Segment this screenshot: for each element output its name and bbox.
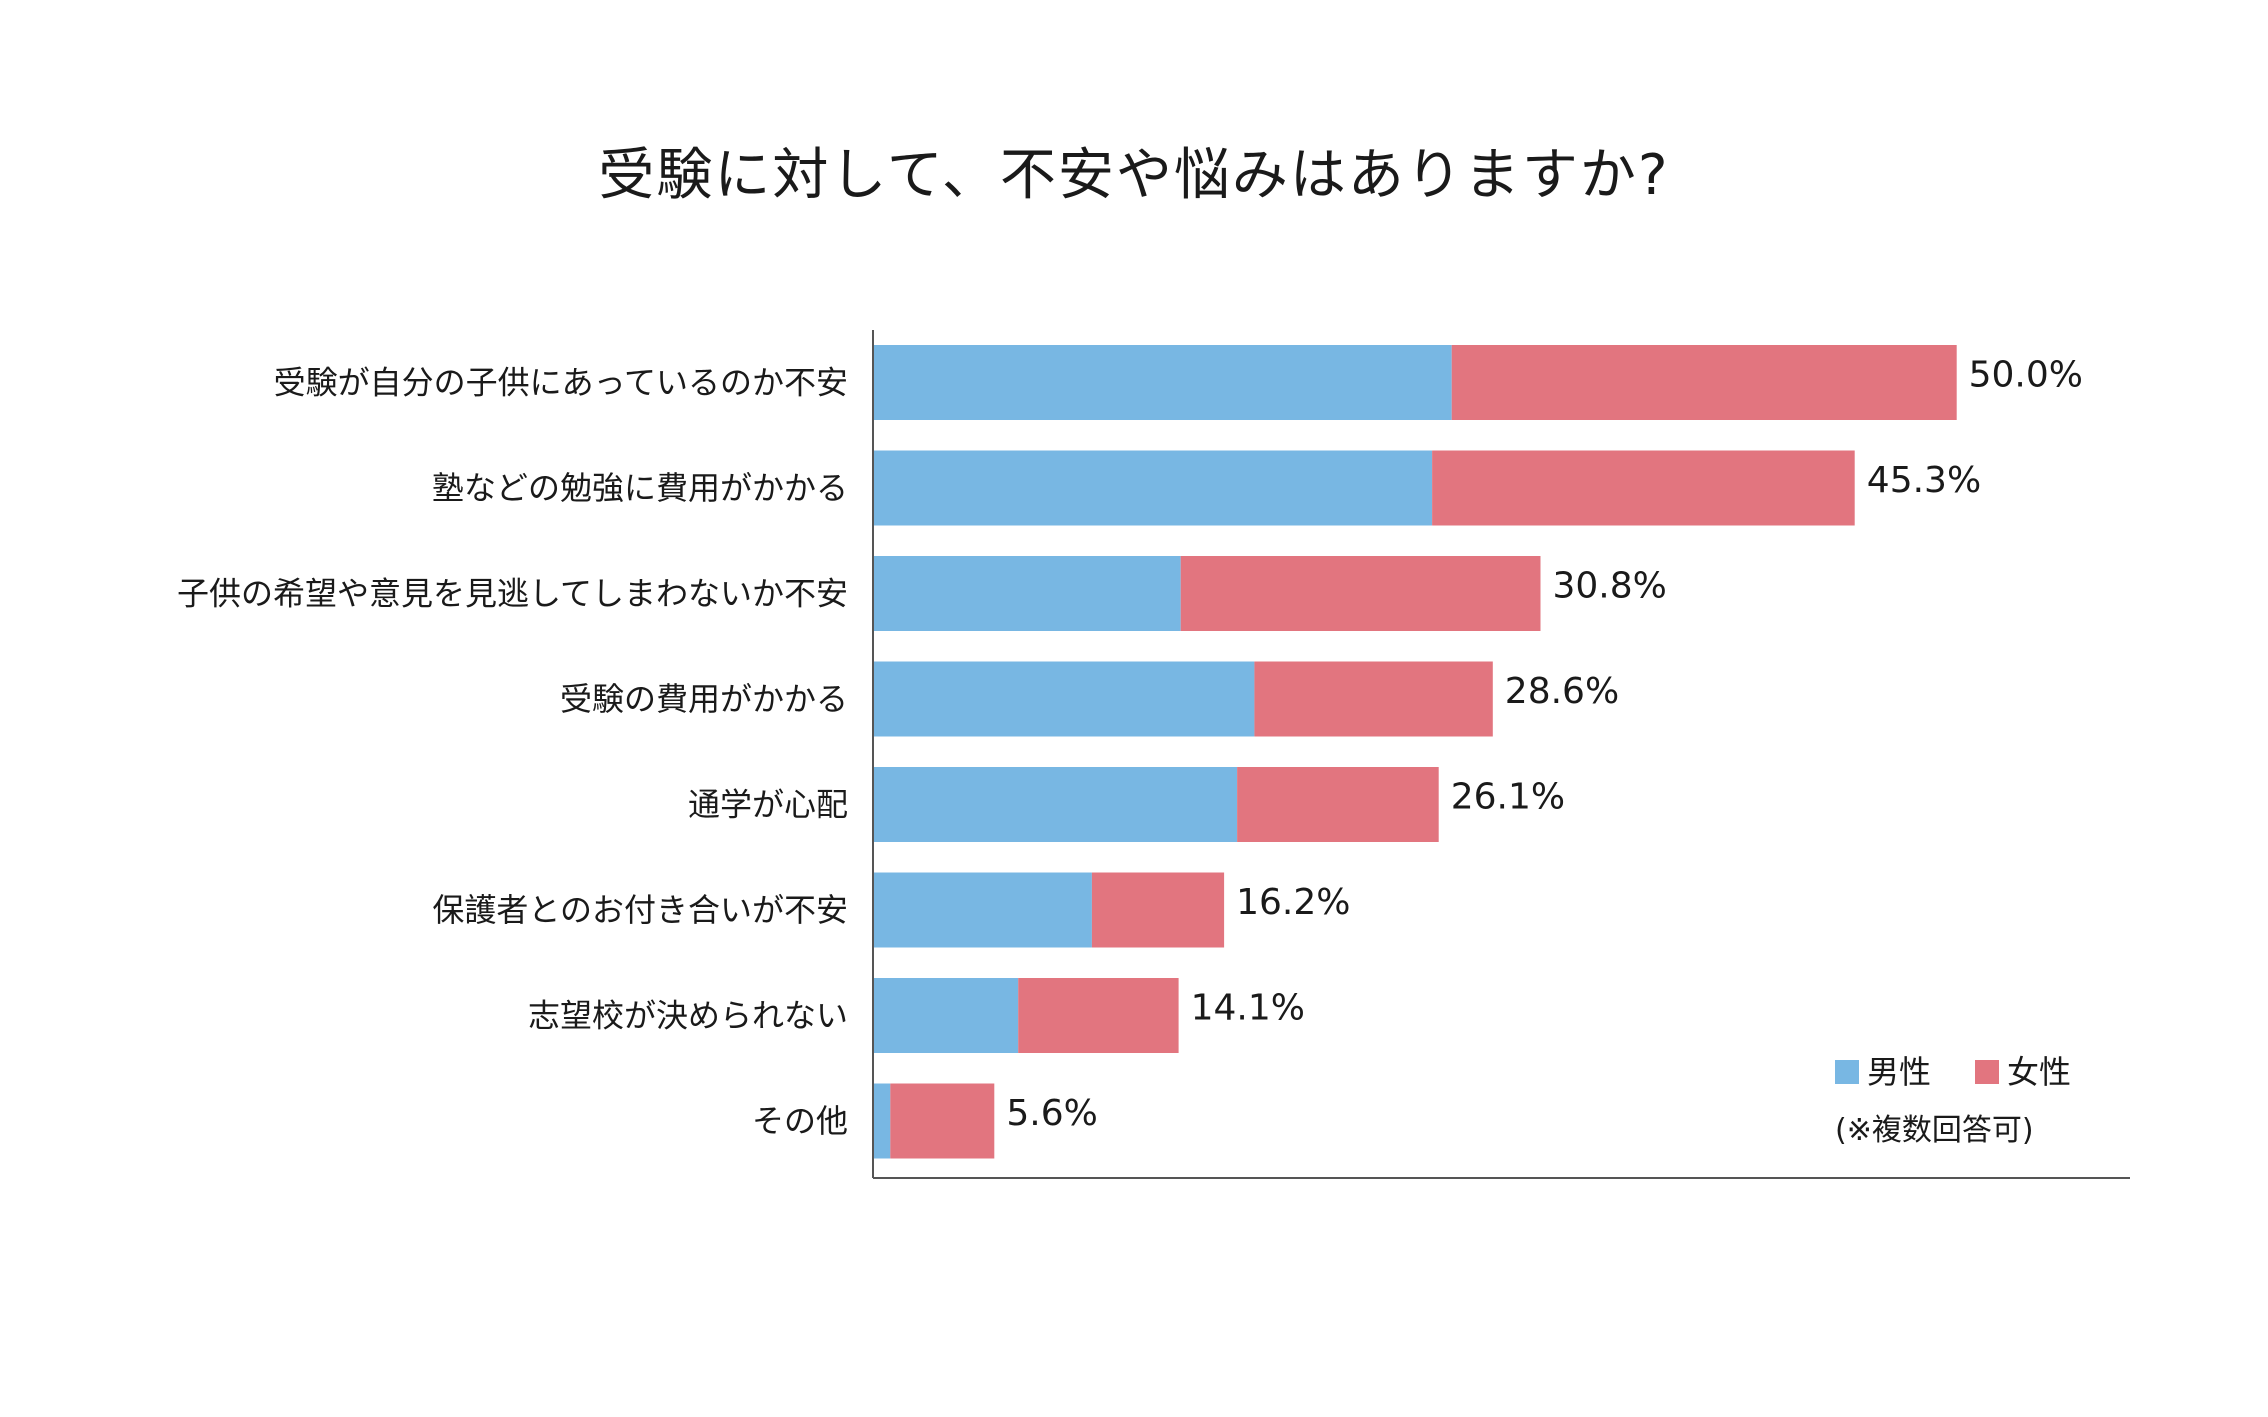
category-label-5: 保護者とのお付き合いが不安 <box>432 891 848 929</box>
bar-female-6 <box>1018 978 1179 1053</box>
category-label-6: 志望校が決められない <box>528 997 848 1035</box>
total-label-4: 26.1% <box>1451 777 1565 818</box>
bar-female-5 <box>1091 872 1225 948</box>
total-label-7: 5.6% <box>1006 1093 1097 1134</box>
total-label-5: 16.2% <box>1236 882 1350 923</box>
legend-swatch-1 <box>1975 1060 1999 1084</box>
bar-female-1 <box>1432 450 1855 526</box>
bars-layer <box>873 345 1957 1159</box>
total-label-0: 50.0% <box>1969 355 2083 396</box>
bar-female-7 <box>890 1083 995 1159</box>
category-label-3: 受験の費用がかかる <box>560 680 848 718</box>
multiple-answer-note: (※複数回答可) <box>1835 1113 2034 1148</box>
bar-female-2 <box>1180 556 1541 631</box>
bar-male-1 <box>873 450 1433 526</box>
category-label-0: 受験が自分の子供にあっているのか不安 <box>274 364 848 402</box>
bar-female-0 <box>1451 345 1957 420</box>
category-label-7: その他 <box>752 1102 848 1140</box>
total-label-6: 14.1% <box>1191 988 1305 1029</box>
total-label-3: 28.6% <box>1505 671 1619 712</box>
bar-female-3 <box>1254 661 1493 737</box>
category-label-4: 通学が心配 <box>688 786 848 824</box>
labels-layer: 受験が自分の子供にあっているのか不安 50.0% 塾などの勉強に費用がかかる 45.3… <box>177 355 2083 1141</box>
legend-label-0: 男性 <box>1867 1053 1931 1091</box>
bar-female-4 <box>1237 767 1439 842</box>
legend-label-1: 女性 <box>2007 1053 2071 1091</box>
bar-male-0 <box>873 345 1452 420</box>
bar-male-6 <box>873 978 1019 1053</box>
bar-male-2 <box>873 556 1181 631</box>
bar-male-3 <box>873 661 1255 737</box>
category-label-2: 子供の希望や意見を見逃してしまわないか不安 <box>177 575 848 613</box>
bar-male-5 <box>873 872 1092 948</box>
total-label-2: 30.8% <box>1553 566 1667 607</box>
chart-title: 受験に対して、不安や悩みはありますか? <box>598 143 1670 208</box>
legend-swatch-0 <box>1835 1060 1859 1084</box>
category-label-1: 塾などの勉強に費用がかかる <box>432 469 848 507</box>
bar-male-7 <box>873 1083 891 1159</box>
legend: 男性 女性 (※複数回答可) <box>1835 1053 2071 1148</box>
bar-male-4 <box>873 767 1238 842</box>
total-label-1: 45.3% <box>1867 460 1981 501</box>
